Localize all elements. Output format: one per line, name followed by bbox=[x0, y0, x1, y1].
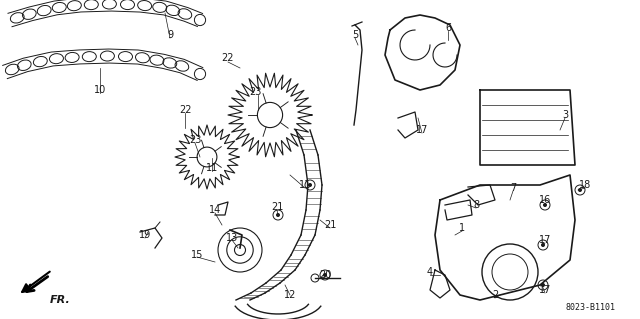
Text: 11: 11 bbox=[299, 180, 311, 190]
Text: 17: 17 bbox=[416, 125, 428, 135]
Text: 5: 5 bbox=[352, 30, 358, 40]
Text: 6: 6 bbox=[445, 23, 451, 33]
Text: 23: 23 bbox=[189, 135, 201, 145]
Text: 12: 12 bbox=[284, 290, 296, 300]
Text: 23: 23 bbox=[249, 87, 261, 97]
Text: 19: 19 bbox=[139, 230, 151, 240]
Text: 4: 4 bbox=[427, 267, 433, 277]
Text: 3: 3 bbox=[562, 110, 568, 120]
Text: 21: 21 bbox=[271, 202, 283, 212]
Circle shape bbox=[541, 283, 545, 287]
Text: 22: 22 bbox=[179, 105, 191, 115]
Text: 21: 21 bbox=[324, 220, 336, 230]
Circle shape bbox=[543, 203, 547, 207]
Text: 17: 17 bbox=[539, 285, 551, 295]
Text: 9: 9 bbox=[167, 30, 173, 40]
Text: FR.: FR. bbox=[50, 295, 71, 305]
Circle shape bbox=[578, 188, 582, 192]
Text: 11: 11 bbox=[206, 163, 218, 173]
Text: 22: 22 bbox=[221, 53, 234, 63]
Text: 20: 20 bbox=[319, 270, 331, 280]
Text: 2: 2 bbox=[492, 290, 498, 300]
Text: 14: 14 bbox=[209, 205, 221, 215]
Circle shape bbox=[308, 183, 312, 187]
Text: 10: 10 bbox=[94, 85, 106, 95]
Text: 15: 15 bbox=[191, 250, 203, 260]
Text: 1: 1 bbox=[459, 223, 465, 233]
Text: 17: 17 bbox=[539, 235, 551, 245]
Circle shape bbox=[541, 243, 545, 247]
Text: 18: 18 bbox=[579, 180, 591, 190]
Circle shape bbox=[276, 213, 280, 217]
Circle shape bbox=[323, 273, 327, 277]
Text: 8: 8 bbox=[473, 200, 479, 210]
Text: 16: 16 bbox=[539, 195, 551, 205]
Text: 7: 7 bbox=[510, 183, 516, 193]
Text: 8023-B1101: 8023-B1101 bbox=[565, 303, 615, 313]
Text: 13: 13 bbox=[226, 233, 238, 243]
